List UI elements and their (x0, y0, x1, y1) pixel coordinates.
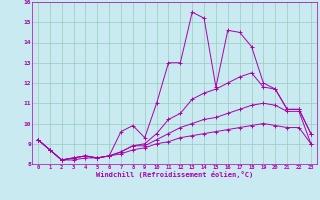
X-axis label: Windchill (Refroidissement éolien,°C): Windchill (Refroidissement éolien,°C) (96, 171, 253, 178)
